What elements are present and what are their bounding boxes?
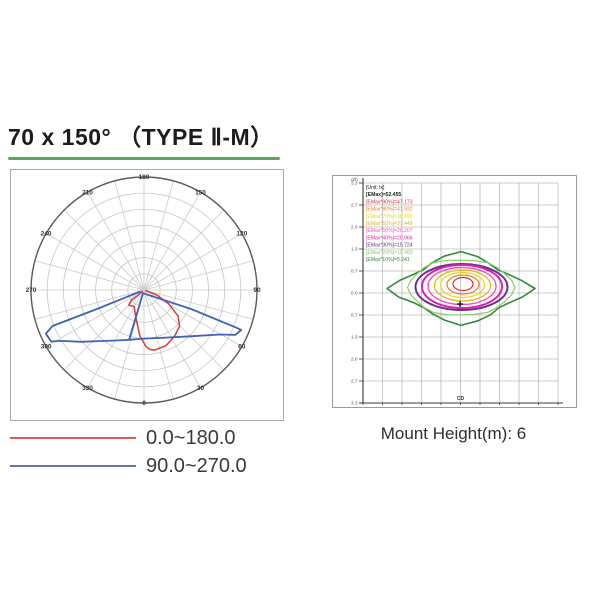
- legend-label: 0.0~180.0: [146, 426, 236, 449]
- svg-text:[EMax*90%]=47.173: [EMax*90%]=47.173: [366, 199, 413, 205]
- svg-text:[EMax*50%]=26.207: [EMax*50%]=26.207: [366, 228, 413, 234]
- svg-text:[EMax*40%]=20.966: [EMax*40%]=20.966: [366, 235, 413, 241]
- isolux-contour-chart: 3.32.72.01.30.70.00.71.32.02.73.33.32.72…: [351, 177, 563, 405]
- svg-text:0.7: 0.7: [351, 269, 358, 275]
- svg-text:300: 300: [41, 344, 52, 351]
- blue-line-swatch: [10, 465, 136, 467]
- svg-text:240: 240: [41, 231, 52, 238]
- svg-text:3.3: 3.3: [351, 181, 358, 187]
- svg-text:1.3: 1.3: [351, 247, 358, 253]
- svg-text:1.3: 1.3: [351, 335, 358, 341]
- title-underline: [8, 157, 280, 160]
- svg-text:[EMax*60%]=31.448: [EMax*60%]=31.448: [366, 221, 413, 227]
- svg-text:2.0: 2.0: [351, 357, 358, 363]
- polar-light-distribution-chart: 0 30 60 90 120 150 180 210 240 270 300 330: [26, 174, 261, 407]
- isolux-chart-panel: 3.32.72.01.30.70.00.71.32.02.73.33.32.72…: [332, 175, 577, 408]
- mount-height-caption: Mount Height(m): 6: [380, 424, 527, 443]
- red-line-swatch: [10, 437, 136, 439]
- svg-text:[EMax*80%]=41.932: [EMax*80%]=41.932: [366, 207, 413, 213]
- polar-chart-legend: 0.0~180.0 90.0~270.0: [10, 424, 290, 480]
- svg-text:2.7: 2.7: [351, 203, 358, 209]
- svg-text:CD: CD: [457, 396, 465, 402]
- svg-text:180: 180: [139, 174, 150, 181]
- svg-text:60: 60: [238, 344, 246, 351]
- svg-text:d/h: d/h: [351, 177, 358, 183]
- svg-text:330: 330: [82, 385, 93, 392]
- svg-text:[EMax*10%]=5.241: [EMax*10%]=5.241: [366, 257, 410, 263]
- svg-text:2.7: 2.7: [351, 379, 358, 385]
- svg-text:30: 30: [197, 385, 205, 392]
- svg-text:[EMax*30%]=15.724: [EMax*30%]=15.724: [366, 243, 413, 249]
- svg-text:3.3: 3.3: [351, 401, 358, 405]
- page-title: 70 x 150° （TYPE Ⅱ-M）: [8, 124, 274, 150]
- legend-item-c0-180: 0.0~180.0: [10, 424, 290, 452]
- svg-text:0.0: 0.0: [351, 291, 358, 297]
- svg-text:[EMax*70%]=36.690: [EMax*70%]=36.690: [366, 214, 413, 220]
- svg-text:0: 0: [142, 400, 146, 407]
- svg-text:210: 210: [82, 189, 93, 196]
- svg-text:[Unit: lx]: [Unit: lx]: [366, 185, 385, 191]
- svg-text:[EMax*20%]=10.483: [EMax*20%]=10.483: [366, 250, 413, 256]
- svg-text:2.0: 2.0: [351, 225, 358, 231]
- legend-label: 90.0~270.0: [146, 454, 247, 477]
- svg-text:150: 150: [195, 189, 206, 196]
- svg-text:120: 120: [236, 231, 247, 238]
- legend-item-c90-270: 90.0~270.0: [10, 452, 290, 480]
- svg-text:[EMax]=52.455: [EMax]=52.455: [366, 192, 401, 198]
- svg-text:90: 90: [253, 287, 261, 294]
- svg-text:270: 270: [26, 287, 37, 294]
- polar-chart-panel: 0 30 60 90 120 150 180 210 240 270 300 330: [10, 169, 284, 421]
- svg-text:0.7: 0.7: [351, 313, 358, 319]
